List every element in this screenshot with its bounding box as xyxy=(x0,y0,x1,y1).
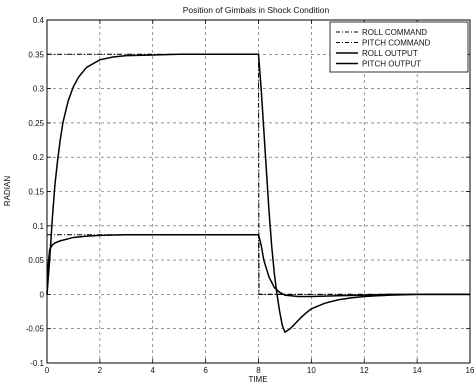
x-tick-label: 16 xyxy=(466,366,474,375)
series-layer xyxy=(46,53,470,334)
x-tick-label: 2 xyxy=(98,366,103,375)
y-tick-label: 0.1 xyxy=(33,222,45,231)
x-tick-label: 0 xyxy=(45,366,50,375)
ticks xyxy=(46,19,471,364)
y-tick-label: 0 xyxy=(40,290,45,299)
x-tick-label: 4 xyxy=(151,366,156,375)
legend-label: ROLL OUTPUT xyxy=(362,49,418,58)
y-tick-label: 0.25 xyxy=(28,119,44,128)
y-tick-label: 0.4 xyxy=(33,16,45,25)
x-tick-label: 10 xyxy=(307,366,316,375)
series-roll-output xyxy=(46,53,470,334)
x-tick-label: 14 xyxy=(413,366,422,375)
tick-labels: 0 2 4 6 8 10 12 14 16 -0.1 -0.05 0 0.05 0.1 0.15 0.2 0.2… xyxy=(26,16,474,375)
y-tick-label: 0.3 xyxy=(33,85,45,94)
x-tick-label: 12 xyxy=(360,366,369,375)
y-axis-title: RADIAN xyxy=(3,176,12,206)
y-tick-label: -0.1 xyxy=(30,359,44,368)
x-axis-title: TIME xyxy=(248,375,267,383)
x-tick-label: 8 xyxy=(256,366,261,375)
legend-box xyxy=(329,21,469,73)
y-tick-label: 0.15 xyxy=(28,188,44,197)
x-tick-label: 6 xyxy=(203,366,208,375)
series-pitch-output xyxy=(46,233,470,298)
series-pitch-command xyxy=(47,234,470,295)
legend-label: PITCH OUTPUT xyxy=(362,60,421,69)
chart-title: Position of Gimbals in Shock Condition xyxy=(183,5,330,15)
y-tick-label: 0.2 xyxy=(33,153,45,162)
y-tick-label: 0.05 xyxy=(28,256,44,265)
y-tick-label: -0.05 xyxy=(26,325,45,334)
legend-label: PITCH COMMAND xyxy=(362,39,431,48)
y-tick-label: 0.35 xyxy=(28,50,44,59)
legend-label: ROLL COMMAND xyxy=(362,28,427,37)
